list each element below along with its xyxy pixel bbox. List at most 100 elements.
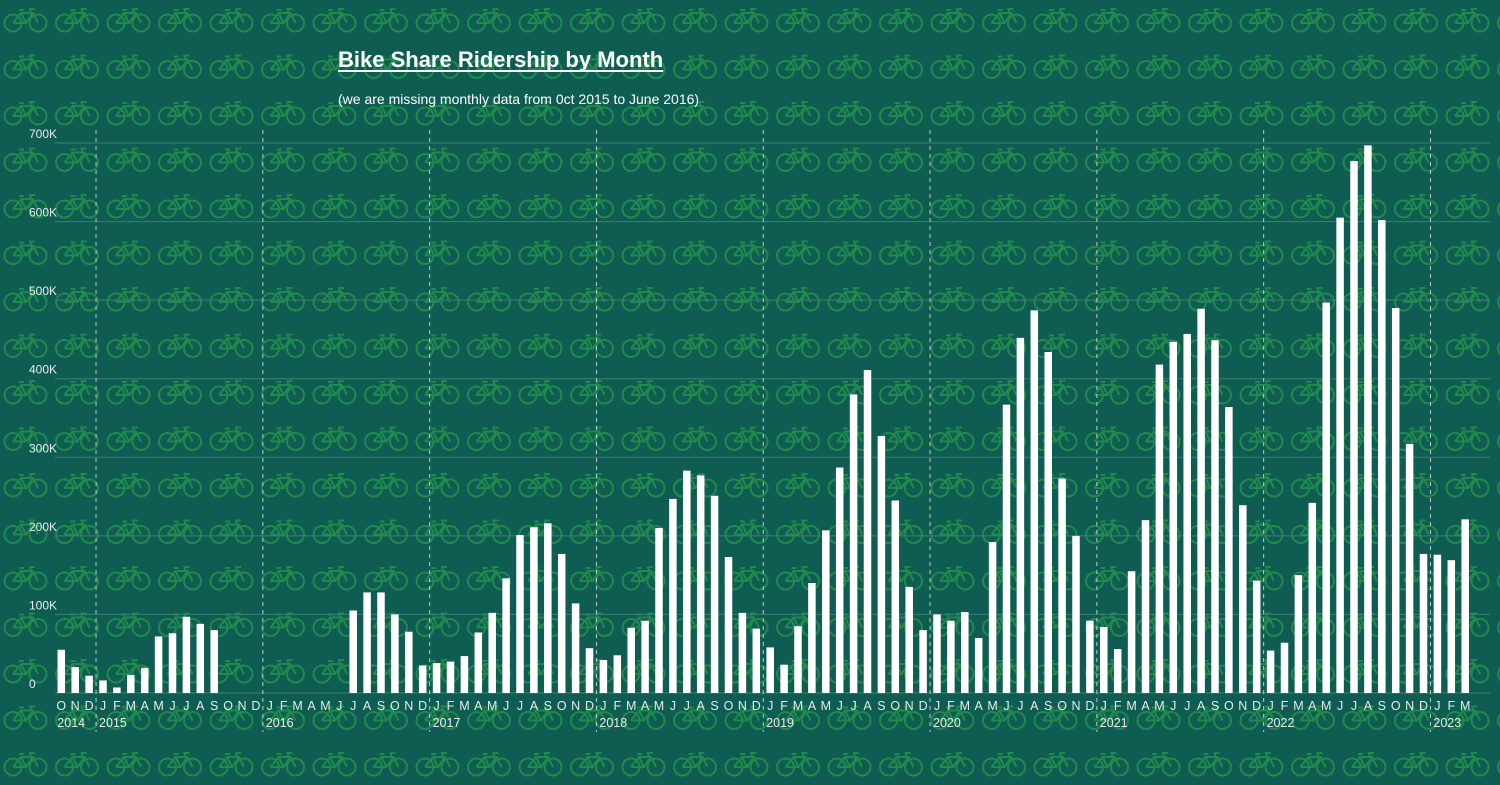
- x-tick-label: A: [1308, 699, 1317, 713]
- bar: [1294, 575, 1303, 693]
- y-tick-label: 200K: [29, 520, 57, 534]
- x-tick-label: S: [877, 699, 885, 713]
- x-tick-label: J: [336, 699, 342, 713]
- x-tick-label: A: [141, 699, 150, 713]
- bar: [113, 687, 121, 693]
- x-tick-label: J: [1267, 699, 1273, 713]
- x-tick-label: A: [474, 699, 483, 713]
- x-tick-label: N: [738, 699, 747, 713]
- x-tick-label: M: [459, 699, 469, 713]
- bar: [1127, 571, 1136, 693]
- bar: [1086, 620, 1094, 693]
- x-tick-label: O: [1391, 699, 1401, 713]
- gridlines: [55, 142, 1490, 694]
- bar: [822, 530, 830, 693]
- x-tick-label: J: [850, 699, 856, 713]
- bar: [1100, 627, 1108, 693]
- bar: [1016, 337, 1025, 693]
- x-tick-label: O: [1224, 699, 1234, 713]
- bar: [919, 630, 927, 693]
- x-tick-label: J: [1184, 699, 1190, 713]
- bar: [835, 467, 844, 693]
- x-tick-label: A: [975, 699, 984, 713]
- x-tick-label: A: [1030, 699, 1039, 713]
- year-label: 2022: [1267, 716, 1295, 730]
- x-tick-label: D: [251, 699, 260, 713]
- bar: [669, 498, 677, 693]
- x-tick-label: S: [710, 699, 718, 713]
- bar: [196, 623, 205, 693]
- x-tick-label: N: [71, 699, 80, 713]
- x-tick-label: S: [1044, 699, 1052, 713]
- year-label: 2015: [99, 716, 127, 730]
- x-tick-label: M: [987, 699, 997, 713]
- x-tick-label: J: [1170, 699, 1176, 713]
- x-tick-label: M: [654, 699, 664, 713]
- bar: [1266, 650, 1275, 693]
- x-tick-label: D: [1419, 699, 1428, 713]
- bar: [947, 620, 955, 693]
- x-tick-label: N: [1238, 699, 1247, 713]
- year-label: 2016: [266, 716, 294, 730]
- x-tick-label: J: [169, 699, 175, 713]
- x-tick-label: M: [487, 699, 497, 713]
- bar: [530, 527, 538, 693]
- bar: [85, 675, 93, 693]
- bar: [710, 495, 719, 693]
- bar: [571, 603, 580, 693]
- x-tick-label: N: [571, 699, 580, 713]
- x-tick-label: J: [767, 699, 773, 713]
- x-tick-label: N: [905, 699, 914, 713]
- x-tick-label: A: [530, 699, 539, 713]
- x-tick-label: J: [1101, 699, 1107, 713]
- bar: [1391, 308, 1400, 693]
- x-tick-label: A: [697, 699, 706, 713]
- bar: [99, 680, 107, 693]
- bar: [1405, 443, 1414, 693]
- x-tick-label: O: [724, 699, 734, 713]
- x-tick-label: F: [280, 699, 288, 713]
- bar: [1419, 553, 1428, 693]
- x-tick-label: J: [433, 699, 439, 713]
- bar: [1002, 404, 1011, 693]
- bar: [502, 578, 510, 693]
- x-tick-label: D: [919, 699, 928, 713]
- bar: [683, 470, 691, 693]
- bar: [140, 667, 149, 693]
- x-tick-label: M: [1460, 699, 1470, 713]
- bar: [1280, 642, 1289, 693]
- bar: [1239, 505, 1247, 693]
- x-tick-label: A: [863, 699, 872, 713]
- bar: [557, 553, 566, 693]
- x-tick-label: O: [390, 699, 400, 713]
- x-tick-label: J: [600, 699, 606, 713]
- x-tick-label: F: [1114, 699, 1122, 713]
- bar: [752, 628, 761, 693]
- x-tick-label: A: [1197, 699, 1206, 713]
- bar: [377, 592, 385, 693]
- bar: [349, 610, 357, 693]
- bar: [1141, 520, 1150, 693]
- x-tick-label: A: [1364, 699, 1373, 713]
- bar: [808, 583, 816, 693]
- bar: [71, 667, 79, 693]
- bar: [961, 612, 969, 693]
- x-tick-label: J: [1337, 699, 1343, 713]
- x-tick-label: A: [808, 699, 817, 713]
- bar: [863, 370, 872, 693]
- x-tick-label: S: [544, 699, 552, 713]
- bar: [446, 661, 455, 693]
- x-tick-label: J: [934, 699, 940, 713]
- x-tick-label: N: [1071, 699, 1080, 713]
- year-label: 2018: [599, 716, 627, 730]
- x-tick-label: J: [503, 699, 509, 713]
- bar: [474, 632, 483, 693]
- y-tick-label: 500K: [29, 284, 57, 298]
- x-tick-label: A: [1141, 699, 1150, 713]
- x-tick-label: J: [837, 699, 843, 713]
- x-tick-label: S: [210, 699, 218, 713]
- x-tick-label: F: [1447, 699, 1455, 713]
- bar: [905, 586, 913, 693]
- x-tick-label: J: [1003, 699, 1009, 713]
- x-tick-label: O: [890, 699, 900, 713]
